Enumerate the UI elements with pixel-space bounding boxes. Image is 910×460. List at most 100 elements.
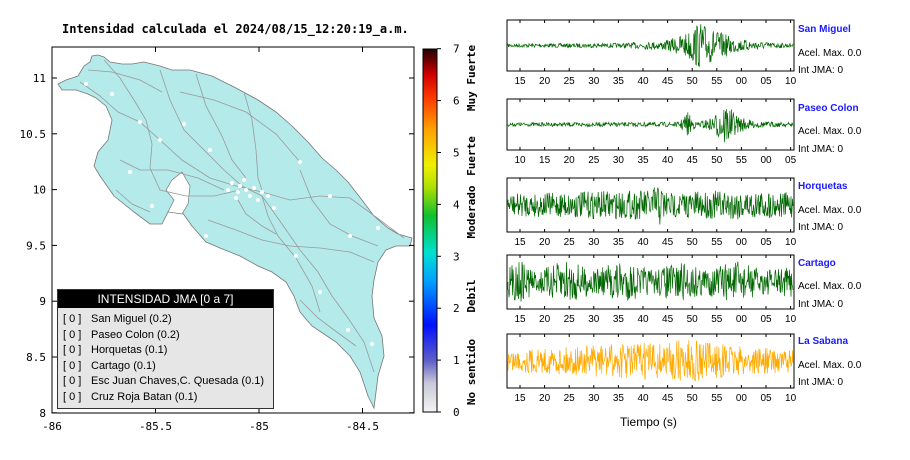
seismogram-tick-label: 55 <box>711 393 723 404</box>
seismogram-tick-label: 35 <box>613 76 625 87</box>
seismogram-tick-label: 10 <box>785 393 797 404</box>
station-acel: Acel. Max. 0.0 <box>798 126 862 137</box>
legend-item-code: [ 0 ] <box>63 390 82 403</box>
seismogram-panel: 15 20 25 30 35 40 45 50 55 00 05 10 <box>506 19 797 87</box>
map-x-axis: -86-85.5-85-84.5-84-83.5-83 <box>42 47 379 433</box>
seismogram-tick-label: 45 <box>687 155 699 166</box>
legend-item: [ 0 ] Cartago (0.1) <box>58 359 273 375</box>
map-y-axis: 11 10.5 10 9.5 9 8.5 8 <box>20 72 414 420</box>
seismogram-tick-label: 40 <box>637 237 649 248</box>
colorbar-level-label: Debil <box>465 279 478 312</box>
intensity-colorbar: 0 1 2 3 4 5 6 7 No sentido Debil Moderado Fuerte Mu… <box>422 43 478 419</box>
legend-item-code: [ 0 ] <box>63 359 82 372</box>
seismogram-tick-label: 50 <box>687 393 699 404</box>
legend-item-name: Cartago (0.1) <box>91 359 156 372</box>
seismogram-tick-label: 10 <box>785 314 797 325</box>
colorbar-level-label: Muy Fuerte <box>465 45 478 112</box>
map-y-tick-label: 10 <box>33 184 46 197</box>
map-x-tick-label: -85 <box>249 420 269 433</box>
seismogram-tick-label: 00 <box>760 155 772 166</box>
seismogram-panel: 15 20 25 30 35 40 45 50 55 00 05 10 <box>506 177 797 248</box>
station-int: Int JMA: 0 <box>798 65 844 76</box>
seismogram-trace <box>507 187 794 225</box>
colorbar-tick-label: 3 <box>453 250 460 263</box>
station-name: La Sabana <box>798 336 849 347</box>
seismogram-tick-label: 40 <box>637 314 649 325</box>
seismogram-tick-label: 20 <box>539 314 551 325</box>
legend-item: [ 0 ] Cruz Roja Batan (0.1) <box>58 390 273 406</box>
seismogram-trace <box>507 109 794 143</box>
costa-rica-land <box>57 54 413 410</box>
legend-item: [ 0 ] Paseo Colon (0.2) <box>58 328 273 344</box>
colorbar-level-label: No sentido <box>465 339 478 406</box>
colorbar-tick-label: 6 <box>453 95 460 108</box>
legend-item: [ 0 ] Esc Juan Chaves,C. Quesada (0.1) <box>58 374 273 390</box>
station-name: Cartago <box>798 258 836 269</box>
seismogram-tick-label: 00 <box>736 393 748 404</box>
legend-item-name: Horquetas (0.1) <box>91 344 168 356</box>
time-axis-label: Tiempo (s) <box>620 415 677 429</box>
seismogram-tick-label: 55 <box>711 237 723 248</box>
seismogram-tick-label: 20 <box>539 76 551 87</box>
gulf-of-nicoya <box>165 171 191 215</box>
station-int: Int JMA: 0 <box>798 377 844 388</box>
colorbar-tick-label: 5 <box>453 147 460 160</box>
seismogram-tick-label: 40 <box>637 76 649 87</box>
seismogram-tick-label: 30 <box>588 314 600 325</box>
station-acel: Acel. Max. 0.0 <box>798 48 862 59</box>
seismogram-tick-label: 25 <box>564 76 576 87</box>
map-y-tick-label: 10.5 <box>20 128 47 141</box>
seismogram-panels: 15 20 25 30 35 40 45 50 55 00 05 10 10 15 20 25 30 35 40 45… <box>506 19 797 404</box>
seismogram-tick-label: 50 <box>687 237 699 248</box>
seismogram-tick-label: 30 <box>588 76 600 87</box>
seismogram-tick-label: 15 <box>514 237 526 248</box>
map-y-tick-label: 11 <box>33 72 46 85</box>
legend-title: INTENSIDAD JMA [0 a 7] <box>58 290 273 308</box>
colorbar-level-label: Moderado <box>465 185 478 238</box>
seismogram-tick-label: 00 <box>736 76 748 87</box>
legend-item-code: [ 0 ] <box>63 328 82 341</box>
seismogram-tick-label: 45 <box>662 237 674 248</box>
colorbar-tick-label: 4 <box>453 198 460 211</box>
seismogram-tick-label: 35 <box>637 155 649 166</box>
map-title: Intensidad calculada el 2024/08/15_12:20… <box>62 22 409 36</box>
seismogram-tick-label: 25 <box>564 393 576 404</box>
seismogram-tick-label: 20 <box>539 237 551 248</box>
colorbar-tick-label: 1 <box>453 354 460 367</box>
legend-item-code: [ 0 ] <box>63 313 82 325</box>
legend-item-code: [ 0 ] <box>63 344 82 356</box>
map-y-tick-label: 9.5 <box>26 239 46 252</box>
seismogram-tick-label: 05 <box>760 314 772 325</box>
seismogram-tick-label: 35 <box>613 237 625 248</box>
legend-item-code: [ 0 ] <box>63 375 82 387</box>
colorbar-level-label: Fuerte <box>465 136 478 176</box>
seismogram-tick-label: 20 <box>539 393 551 404</box>
seismogram-tick-label: 40 <box>637 393 649 404</box>
legend-item-name: Esc Juan Chaves,C. Quesada (0.1) <box>91 375 265 387</box>
seismogram-tick-label: 10 <box>785 237 797 248</box>
legend-item-name: San Miguel (0.2) <box>91 313 172 325</box>
seismogram-tick-label: 10 <box>785 76 797 87</box>
legend-item-name: Cruz Roja Batan (0.1) <box>91 390 198 403</box>
station-int: Int JMA: 0 <box>798 299 844 310</box>
map-x-tick-label: -85.5 <box>139 420 172 433</box>
seismogram-tick-label: 05 <box>760 76 772 87</box>
station-name: Paseo Colon <box>798 103 859 114</box>
station-name: Horquetas <box>798 181 848 192</box>
map-x-tick-label: -84.5 <box>346 420 379 433</box>
map-x-tick-label: -86 <box>42 420 62 433</box>
seismogram-tick-label: 25 <box>588 155 600 166</box>
colorbar-gradient <box>422 48 438 413</box>
seismogram-panel: 15 20 25 30 35 40 45 50 55 00 05 10 <box>506 333 797 404</box>
colorbar-tick-label: 2 <box>453 302 460 315</box>
seismogram-tick-label: 30 <box>613 155 625 166</box>
station-acel: Acel. Max. 0.0 <box>798 360 862 371</box>
seismogram-trace <box>507 261 794 302</box>
seismogram-frame <box>506 254 795 310</box>
seismogram-tick-label: 15 <box>539 155 551 166</box>
station-acel: Acel. Max. 0.0 <box>798 281 862 292</box>
seismogram-tick-label: 45 <box>662 314 674 325</box>
seismogram-tick-label: 05 <box>785 155 797 166</box>
seismogram-tick-label: 35 <box>613 314 625 325</box>
seismogram-tick-label: 45 <box>662 393 674 404</box>
